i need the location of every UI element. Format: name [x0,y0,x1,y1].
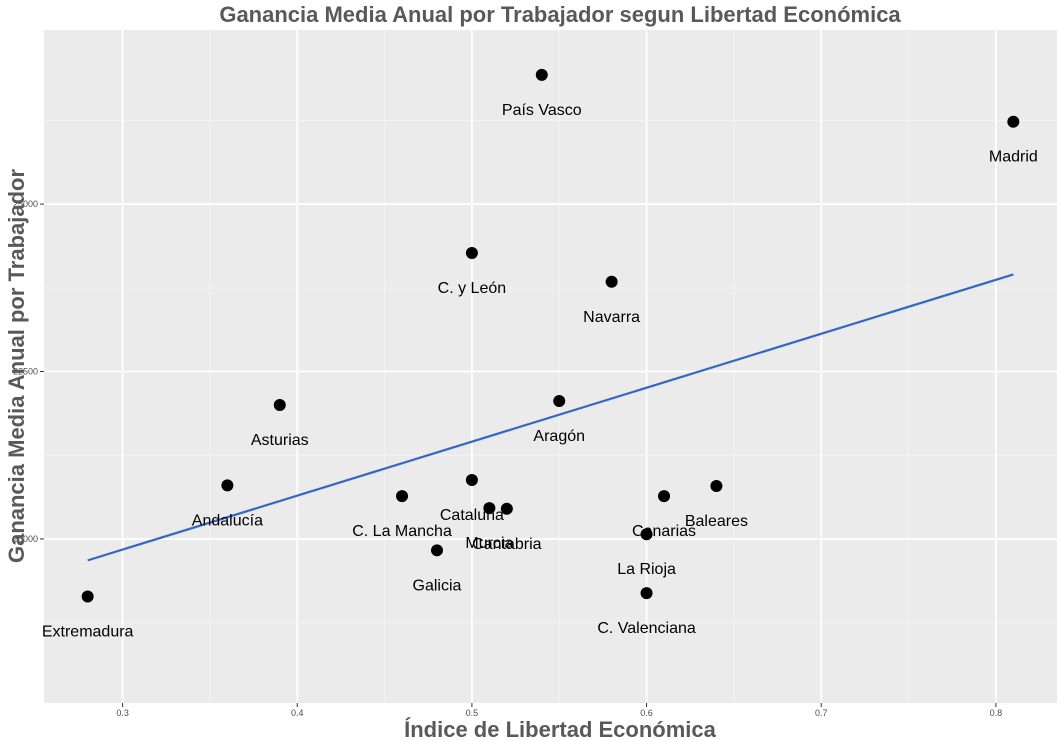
y-tick-label: 22500 [13,367,38,377]
data-point [535,68,548,81]
data-point [81,590,94,603]
data-point [605,275,618,288]
point-label: Cataluña [440,507,504,524]
data-point [430,544,443,557]
y-tick-label: 20000 [13,534,38,544]
point-label: C. La Mancha [352,523,452,540]
y-tick-label: 25000 [13,199,38,209]
minor-gridlines [44,30,1057,703]
y-axis-ticks: 20000 22500 25000 [13,199,44,544]
data-point [465,246,478,259]
point-label: Murcia [465,535,513,552]
point-label: Galicia [413,577,462,594]
point-label: Navarra [583,309,640,326]
point-label: Extremadura [42,624,134,641]
data-point [658,490,671,503]
points-layer [81,68,1020,603]
data-point [273,399,286,412]
trend-line-layer [87,273,1014,562]
point-label: Andalucía [192,512,263,529]
point-label: Madrid [989,149,1038,166]
data-point [710,480,723,493]
point-labels-layer: País Vasco Madrid C. y León Navarra Asturias… [42,102,1038,641]
x-tick-label: 0.6 [640,708,653,718]
point-label: País Vasco [502,102,582,119]
point-label: Baleares [685,513,748,530]
point-label: Aragón [533,428,585,445]
point-label: Cantabria [472,536,541,553]
data-point [553,394,566,407]
data-point [640,528,653,541]
chart-title: Ganancia Media Anual por Trabajador segu… [219,2,901,27]
data-point [221,479,234,492]
point-label: Asturias [251,432,309,449]
data-point [500,502,513,515]
point-label: La Rioja [617,561,676,578]
data-point [465,474,478,487]
x-tick-label: 0.8 [990,708,1003,718]
plot-panel [44,30,1057,703]
x-axis-title: Índice de Libertad Económica [404,717,717,741]
major-gridlines [44,30,1057,703]
point-label: C. y León [438,280,506,297]
data-point [640,587,653,600]
trend-line [87,273,1014,562]
x-tick-label: 0.7 [815,708,828,718]
data-point [483,502,496,515]
x-tick-label: 0.3 [116,708,129,718]
data-point [1007,115,1020,128]
x-tick-label: 0.5 [466,708,479,718]
point-label: C. Valenciana [597,620,696,637]
x-tick-label: 0.4 [291,708,304,718]
y-axis-title: Ganancia Media Anual por Trabajador [4,169,29,563]
data-point [396,490,409,503]
x-axis-ticks: 0.3 0.4 0.5 0.6 0.7 0.8 [116,703,1002,718]
point-label: Canarias [632,523,696,540]
